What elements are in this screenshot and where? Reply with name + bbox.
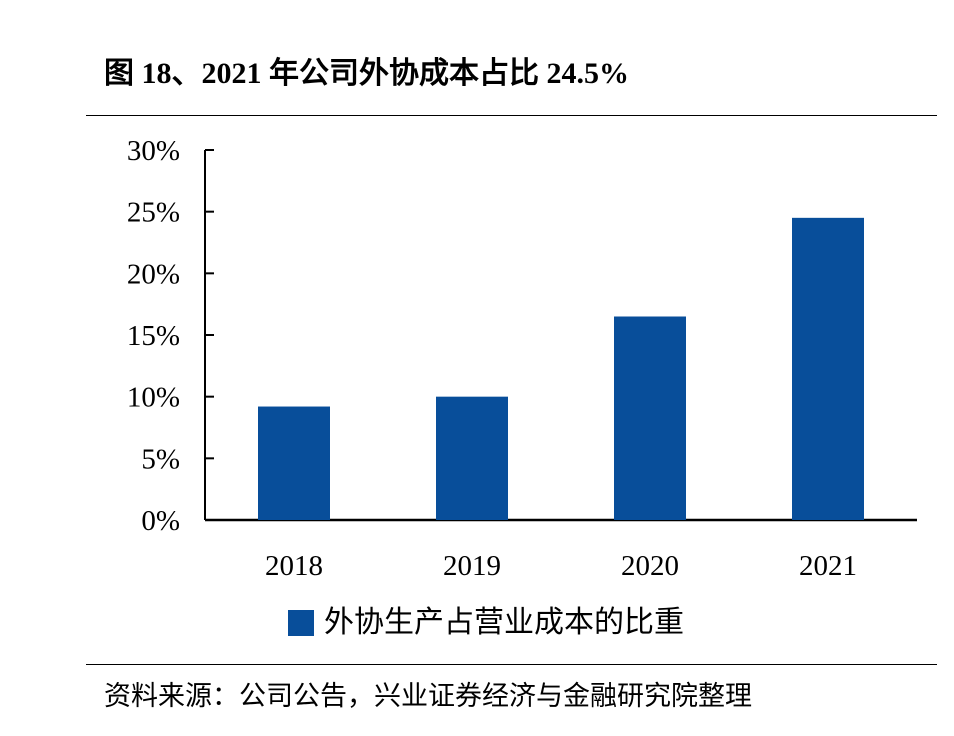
- legend-swatch: [288, 610, 314, 636]
- figure-title: 图 18、2021 年公司外协成本占比 24.5%: [104, 57, 629, 90]
- bars: [258, 217, 864, 521]
- x-tick-label: 2019: [443, 550, 501, 582]
- source-note: 资料来源：公司公告，兴业证券经济与金融研究院整理: [104, 681, 752, 711]
- y-tick-label: 10%: [127, 382, 180, 414]
- bottom-rule: [86, 664, 937, 665]
- bar: [792, 217, 864, 521]
- bar-chart: 0% 5% 10% 15% 20% 25% 30% 2018 2019 2020 2021: [127, 135, 917, 582]
- x-tick-label: 2021: [799, 550, 857, 582]
- y-tick-label: 15%: [127, 320, 180, 352]
- bar: [258, 406, 330, 520]
- legend-label: 外协生产占营业成本的比重: [324, 606, 684, 639]
- y-axis: 0% 5% 10% 15% 20% 25% 30%: [127, 135, 214, 537]
- y-tick-label: 30%: [127, 135, 180, 167]
- x-axis: 2018 2019 2020 2021: [205, 518, 917, 582]
- y-tick-label: 5%: [141, 443, 180, 475]
- y-tick-label: 20%: [127, 258, 180, 290]
- y-tick-label: 25%: [127, 197, 180, 229]
- legend: 外协生产占营业成本的比重: [288, 600, 684, 646]
- y-tick-label: 0%: [141, 505, 180, 537]
- bar: [436, 396, 508, 520]
- bar: [614, 316, 686, 520]
- x-tick-label: 2018: [265, 550, 323, 582]
- x-tick-label: 2020: [621, 550, 679, 582]
- top-rule: [86, 115, 937, 116]
